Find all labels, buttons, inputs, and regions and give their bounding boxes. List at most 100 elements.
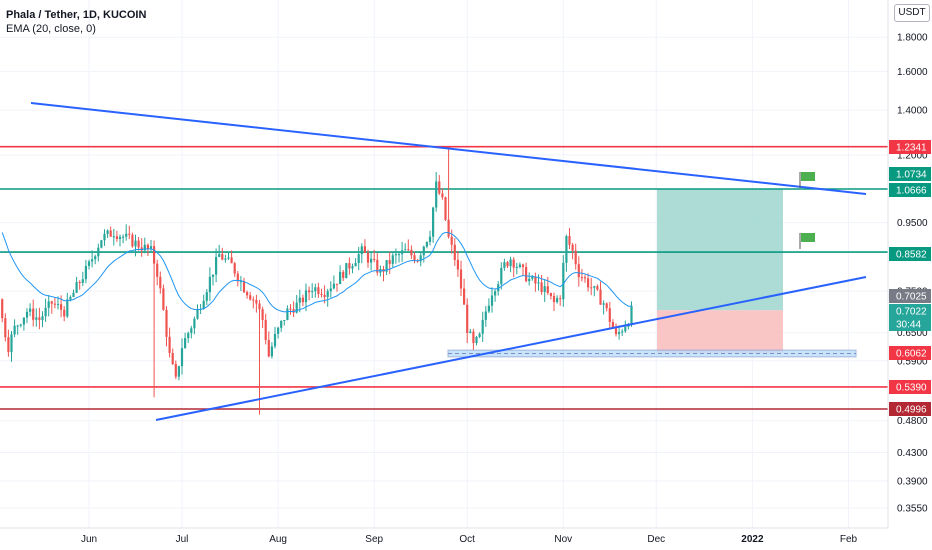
candle-body [621, 331, 624, 333]
candle-body [515, 266, 518, 268]
candle-body [435, 181, 438, 208]
candle-body [611, 322, 614, 329]
time-axis: Jun Jul Aug Sep Oct Nov Dec 2022 Feb [0, 527, 888, 550]
candle-body [109, 230, 112, 237]
candle-body [255, 300, 258, 304]
candle-body [94, 256, 97, 260]
candle-body [289, 308, 292, 310]
candle-body [280, 320, 283, 328]
flag-icon [801, 233, 815, 242]
candle-body [357, 254, 360, 264]
price-tag [889, 380, 931, 394]
candle-body [298, 297, 301, 303]
candle-body [47, 301, 50, 308]
candle-body [568, 236, 571, 245]
candle-body [401, 250, 404, 255]
candle-body [143, 244, 146, 251]
candle-body [335, 283, 339, 285]
candle-body [100, 240, 103, 248]
candle-body [66, 299, 69, 317]
candle-body [475, 336, 478, 344]
candle-body [351, 266, 354, 269]
candle-body [404, 249, 407, 251]
candle-body [277, 327, 280, 334]
candle-body [87, 261, 91, 266]
price-tag-label: 0.5390 [896, 383, 927, 394]
candle-body [332, 283, 335, 289]
candle-body [422, 246, 425, 256]
candle-body [97, 247, 100, 257]
candle-body [534, 276, 537, 284]
candle-body [264, 319, 267, 341]
candle-body [413, 255, 416, 261]
price-tag-label: 0.6062 [896, 349, 927, 360]
candle-body [4, 318, 7, 338]
candle-body [410, 249, 413, 256]
price-tag [889, 183, 931, 197]
month-tick-label: Jun [81, 534, 97, 545]
ascending-trendline [155, 276, 867, 421]
candle-body [419, 255, 422, 262]
candle-body [463, 288, 466, 305]
candle-body [115, 236, 118, 239]
candle-body [323, 294, 326, 297]
candle-body [75, 282, 78, 293]
candle-body [348, 263, 351, 269]
price-tag [889, 289, 931, 303]
candle-body [339, 271, 342, 285]
candle-body [239, 281, 242, 283]
candle-body [487, 305, 490, 312]
candle-body [385, 260, 388, 272]
candle-body [218, 254, 221, 257]
candle-body [574, 250, 577, 265]
candle-body [366, 252, 370, 263]
candle-body [549, 293, 552, 297]
price-tick-label: 0.9500 [897, 218, 928, 229]
candle-body [345, 263, 348, 279]
candle-body [131, 234, 134, 247]
candle-body [447, 219, 450, 237]
price-tick-label: 0.4800 [897, 416, 928, 427]
currency-unit-button[interactable]: USDT [894, 4, 930, 22]
candle-body [394, 254, 397, 256]
candle-body [618, 332, 621, 335]
candle-body [571, 244, 574, 251]
candle-body [521, 264, 525, 268]
candle-body [19, 324, 22, 326]
loss-zone [657, 310, 783, 353]
candle-body [304, 290, 308, 303]
candle-body [112, 236, 115, 238]
candle-body [140, 247, 143, 251]
candle-body [525, 267, 528, 282]
candle-body [314, 287, 317, 292]
candle-body [261, 309, 264, 320]
candle-body [258, 303, 261, 310]
candle-body [22, 317, 25, 325]
price-tag-label: 1.0734 [896, 170, 927, 181]
price-tag [889, 140, 931, 154]
candle-body [484, 311, 487, 320]
price-tick-label: 0.6500 [897, 328, 928, 339]
candle-body [56, 304, 60, 306]
candle-body [428, 236, 432, 243]
candle-body [608, 308, 611, 323]
candle-body [559, 298, 562, 300]
candle-body [78, 282, 81, 284]
month-tick-label: 2022 [741, 534, 764, 545]
candle-body [72, 292, 75, 297]
price-tag [889, 247, 931, 261]
price-tag-label: 30:44 [896, 320, 921, 331]
candle-body [370, 258, 373, 263]
candle-body [342, 271, 345, 279]
price-tag [889, 167, 931, 181]
price-tag-label: 0.8582 [896, 250, 927, 261]
candle-body [438, 181, 441, 194]
price-axis-bg [888, 0, 932, 550]
candle-body [466, 304, 469, 333]
candle-body [391, 255, 394, 264]
candle-body [531, 276, 534, 279]
month-tick-label: Sep [365, 534, 383, 545]
time-axis-bg [0, 528, 888, 550]
candle-body [128, 233, 131, 235]
